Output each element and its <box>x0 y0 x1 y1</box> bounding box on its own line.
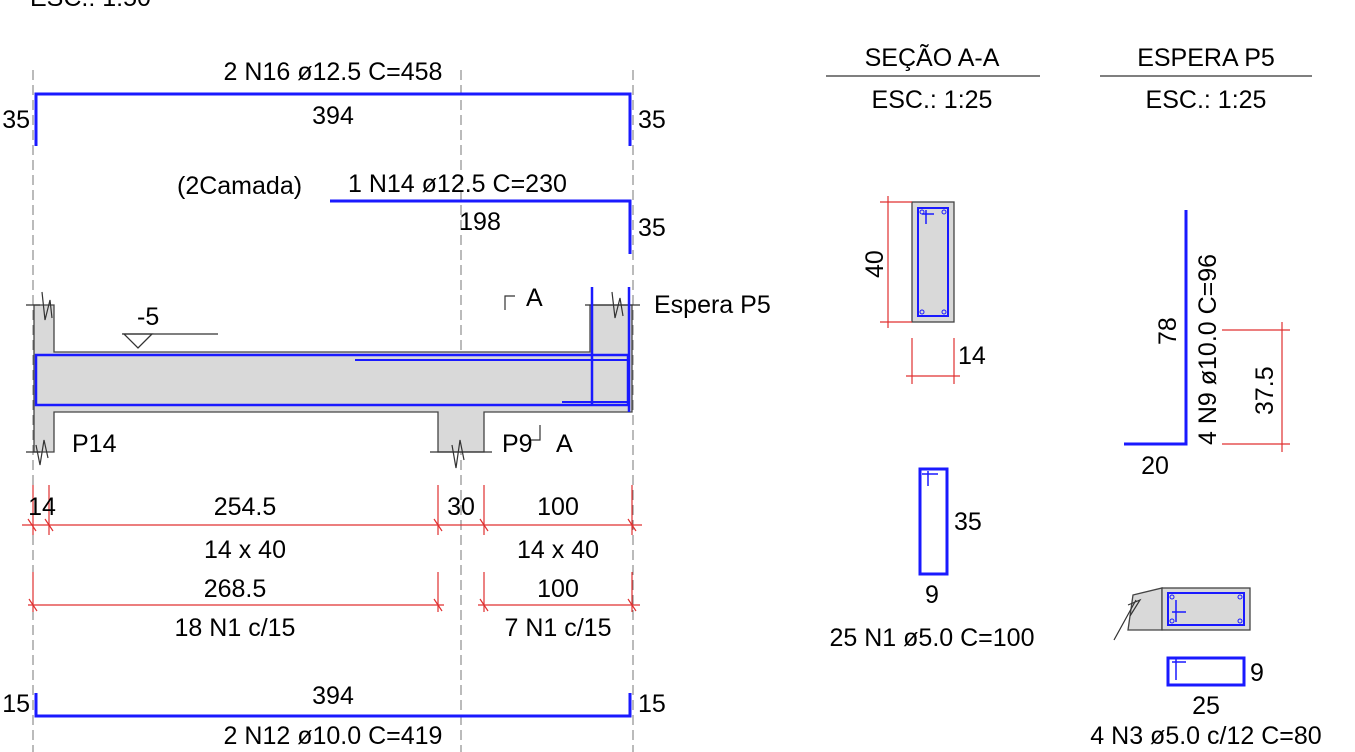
espera-p5-scale: ESC.: 1:25 <box>1146 86 1267 114</box>
section-aa-scale: ESC.: 1:25 <box>872 86 993 114</box>
break-symbol-left-top <box>41 291 53 321</box>
section-aa-width: 14 <box>958 342 986 370</box>
bottom-bar-hook-right: 15 <box>638 690 666 718</box>
top-bar-length: 394 <box>312 102 354 130</box>
beam-concrete <box>33 304 633 453</box>
cut-mark-top-label: A <box>526 284 543 312</box>
support-p9-label: P9 <box>502 430 533 458</box>
section-aa-title: SEÇÃO A-A <box>865 43 1000 72</box>
section-size-2: 14 x 40 <box>517 536 599 564</box>
section-aa: SEÇÃO A-A ESC.: 1:25 40 14 35 9 25 N1 ø5… <box>826 43 1040 652</box>
stirrup-n3-width: 25 <box>1192 692 1220 720</box>
second-layer-bar-n14: (2Camada) 1 N14 ø12.5 C=230 198 35 <box>177 170 666 254</box>
second-layer-label: 1 N14 ø12.5 C=230 <box>348 170 567 198</box>
dim-span-1: 254.5 <box>214 493 277 521</box>
cut-mark-top-symbol <box>504 295 515 310</box>
beam-elevation: -5 A A P14 P9 Espera P5 <box>26 284 771 469</box>
stirrup-n3-height: 9 <box>1250 659 1264 687</box>
espera-foot-length: 20 <box>1141 452 1169 480</box>
section-aa-height: 40 <box>861 250 889 278</box>
stirrup-n1-width: 9 <box>925 581 939 609</box>
dim-mid-column: 30 <box>447 493 475 521</box>
cut-mark-bottom-label: A <box>556 430 573 458</box>
level-marker: -5 <box>122 303 218 349</box>
break-symbol-left-bottom <box>35 439 49 466</box>
bottom-bar-n12: 394 2 N12 ø10.0 C=419 15 15 <box>2 682 666 750</box>
dim-left-column: 14 <box>28 493 56 521</box>
espera-p5-title: ESPERA P5 <box>1137 44 1275 72</box>
espera-column-section <box>1127 587 1163 631</box>
second-layer-prefix: (2Camada) <box>177 172 302 200</box>
espera-bar-shape <box>1124 210 1188 446</box>
espera-p5-label: Espera P5 <box>654 291 771 319</box>
stirrup-n3-label: 4 N3 ø5.0 c/12 C=80 <box>1090 722 1321 750</box>
stirrup-n1-label: 25 N1 ø5.0 C=100 <box>830 624 1035 652</box>
cut-mark-bottom-symbol <box>530 425 541 441</box>
level-value: -5 <box>137 303 159 331</box>
espera-vertical-length: 78 <box>1154 317 1182 345</box>
dimension-row-1: 14 254.5 30 100 14 x 40 14 x 40 <box>22 485 642 564</box>
stirrup-spacing-row: 268.5 100 18 N1 c/15 7 N1 c/15 <box>28 572 640 642</box>
column-break-lines <box>26 304 640 453</box>
stirrup-n1-shape <box>918 467 949 576</box>
top-bar-hook-left: 35 <box>2 106 30 134</box>
break-symbol-mid-bottom <box>451 439 465 469</box>
stirrup-spacing-label-1: 18 N1 c/15 <box>175 614 296 642</box>
espera-bar-label: 4 N9 ø10.0 C=96 <box>1194 254 1222 445</box>
stirrup-length-1: 268.5 <box>204 575 267 603</box>
espera-section-stirrup <box>1167 592 1245 626</box>
bottom-bar-hook-left: 15 <box>2 690 30 718</box>
section-size-1: 14 x 40 <box>204 536 286 564</box>
stirrup-spacing-label-2: 7 N1 c/15 <box>504 614 611 642</box>
stirrup-n3-shape <box>1166 656 1246 687</box>
section-aa-stirrup <box>917 207 949 317</box>
bottom-bar-label: 2 N12 ø10.0 C=419 <box>224 722 443 750</box>
top-bar-label: 2 N16 ø12.5 C=458 <box>224 58 443 86</box>
espera-p5: ESPERA P5 ESC.: 1:25 78 4 N9 ø10.0 C=96 … <box>1090 44 1321 750</box>
bottom-bar-length: 394 <box>312 682 354 710</box>
support-p14-label: P14 <box>72 430 117 458</box>
espera-embed-length: 37.5 <box>1251 366 1279 415</box>
scale-label-main: ESC.: 1:50 <box>30 0 151 12</box>
stirrup-length-2: 100 <box>537 575 579 603</box>
stirrup-n1-height: 35 <box>954 508 982 536</box>
espera-section-concrete <box>1161 587 1251 631</box>
break-symbol-right-top <box>611 291 624 319</box>
top-bar-hook-right: 35 <box>638 106 666 134</box>
top-bar-n16: 2 N16 ø12.5 C=458 394 35 35 <box>2 58 666 146</box>
second-layer-length: 198 <box>459 208 501 236</box>
dim-span-2: 100 <box>537 493 579 521</box>
second-layer-hook-right: 35 <box>638 214 666 242</box>
